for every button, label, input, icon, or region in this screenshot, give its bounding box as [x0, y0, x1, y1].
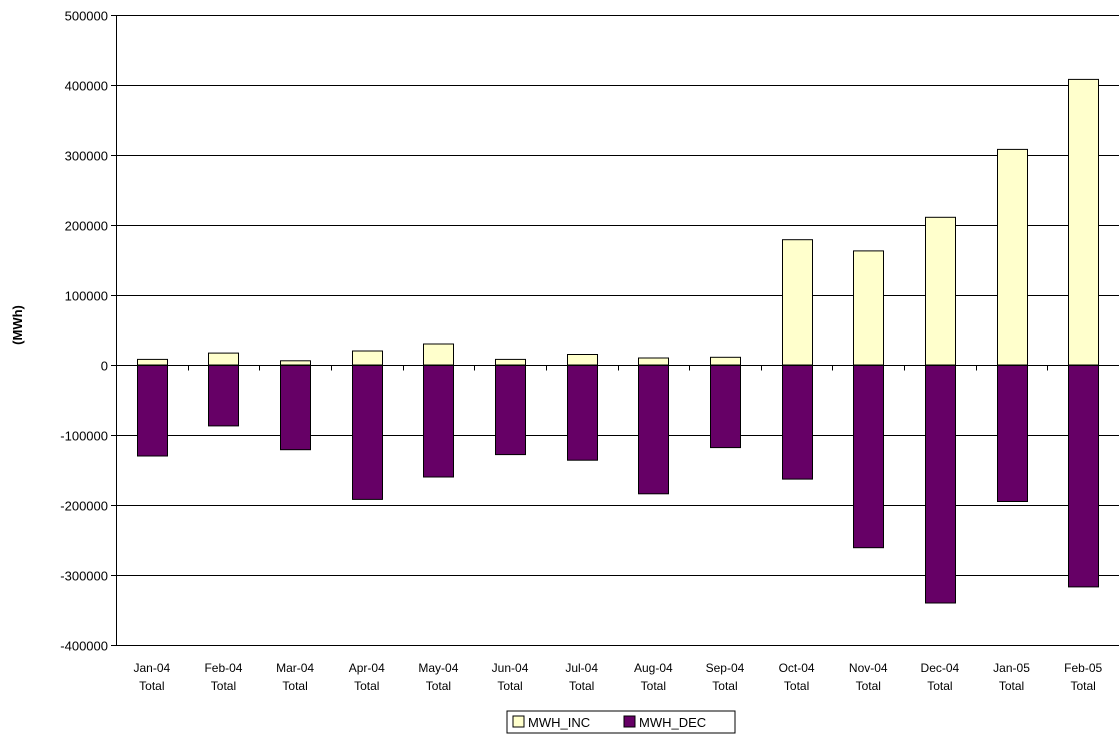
- axes-layer: [111, 15, 1119, 646]
- x-category-label: Total: [282, 679, 307, 693]
- x-category-label: Dec-04: [921, 661, 960, 675]
- legend-label-mwh-dec: MWH_DEC: [639, 715, 706, 730]
- x-category-label: Total: [354, 679, 379, 693]
- legend-swatch-mwh-dec: [623, 715, 636, 728]
- y-tick-label: -100000: [60, 429, 108, 444]
- x-category-label: Total: [426, 679, 451, 693]
- labels-layer: -400000 -300000 -200000 -100000 0 100000 20000…: [60, 9, 1102, 694]
- bar-mwh-dec: [853, 364, 884, 549]
- x-category-label: Total: [712, 679, 737, 693]
- x-category-label: Total: [641, 679, 666, 693]
- bar-mwh-inc: [638, 357, 669, 366]
- x-category-label: Total: [927, 679, 952, 693]
- bar-mwh-dec: [495, 364, 526, 456]
- x-category-label: Jun-04: [492, 661, 529, 675]
- bar-mwh-inc: [997, 148, 1028, 366]
- x-category-label: Mar-04: [276, 661, 314, 675]
- bar-mwh-dec: [1068, 364, 1099, 588]
- y-tick-label: -200000: [60, 499, 108, 514]
- legend-box: [506, 710, 736, 734]
- legend: MWH_INC MWH_DEC: [506, 710, 736, 734]
- bar-mwh-inc: [423, 343, 454, 366]
- bar-mwh-dec: [567, 364, 598, 461]
- x-category-label: Oct-04: [779, 661, 815, 675]
- grid-layer: [116, 15, 1119, 646]
- x-category-label: Jan-04: [133, 661, 170, 675]
- bar-mwh-dec: [352, 364, 383, 500]
- bar-mwh-dec: [782, 364, 813, 480]
- y-tick-label: 100000: [65, 289, 108, 304]
- bar-mwh-inc: [495, 358, 526, 366]
- y-tick-label: 400000: [65, 79, 108, 94]
- y-tick-label: -400000: [60, 639, 108, 654]
- x-category-label: Total: [1070, 679, 1095, 693]
- bar-mwh-inc: [710, 356, 741, 366]
- legend-swatch-mwh-inc: [512, 715, 525, 728]
- x-category-label: Total: [569, 679, 594, 693]
- bar-mwh-dec: [997, 364, 1028, 502]
- bar-mwh-inc: [208, 352, 239, 366]
- y-tick-label: 500000: [65, 9, 108, 24]
- x-category-label: Total: [211, 679, 236, 693]
- bar-mwh-dec: [208, 364, 239, 427]
- bar-mwh-dec: [638, 364, 669, 495]
- x-category-label: Aug-04: [634, 661, 673, 675]
- x-category-label: Jan-05: [993, 661, 1030, 675]
- bar-mwh-inc: [137, 358, 168, 366]
- x-category-label: May-04: [418, 661, 458, 675]
- bar-mwh-inc: [280, 360, 311, 366]
- x-category-label: Nov-04: [849, 661, 888, 675]
- x-category-label: Apr-04: [349, 661, 385, 675]
- bars-layer: [137, 78, 1099, 604]
- y-tick-label: 300000: [65, 149, 108, 164]
- x-category-label: Total: [139, 679, 164, 693]
- x-category-label: Total: [856, 679, 881, 693]
- y-tick-label: -300000: [60, 569, 108, 584]
- x-category-label: Total: [784, 679, 809, 693]
- bar-mwh-inc: [1068, 78, 1099, 366]
- x-category-label: Feb-05: [1064, 661, 1102, 675]
- x-category-label: Total: [497, 679, 522, 693]
- bar-mwh-dec: [423, 364, 454, 478]
- bar-mwh-dec: [710, 364, 741, 449]
- x-category-label: Feb-04: [204, 661, 242, 675]
- bar-mwh-inc: [782, 239, 813, 366]
- legend-label-mwh-inc: MWH_INC: [528, 715, 590, 730]
- bar-mwh-dec: [280, 364, 311, 451]
- x-category-label: Total: [999, 679, 1024, 693]
- x-category-label: Jul-04: [565, 661, 598, 675]
- bar-mwh-inc: [567, 354, 598, 366]
- x-category-label: Sep-04: [706, 661, 745, 675]
- bar-mwh-dec: [137, 364, 168, 457]
- bar-mwh-inc: [853, 250, 884, 366]
- bar-mwh-dec: [925, 364, 956, 604]
- y-tick-label: 0: [101, 359, 108, 374]
- bar-mwh-inc: [352, 350, 383, 366]
- y-tick-label: 200000: [65, 219, 108, 234]
- y-axis-title: (MWh): [10, 305, 25, 345]
- bar-mwh-inc: [925, 216, 956, 366]
